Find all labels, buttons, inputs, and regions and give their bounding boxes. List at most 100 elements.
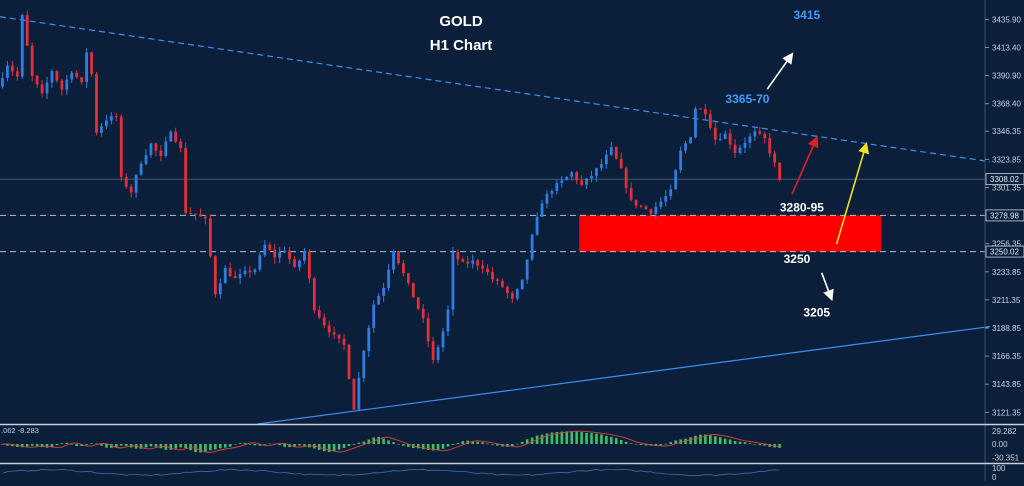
candle [377, 293, 381, 305]
candle [402, 259, 405, 277]
candle [288, 247, 291, 264]
candle-body [377, 295, 381, 305]
histogram-bar [169, 444, 173, 450]
oscillator-label: .062 -8.283 [1, 426, 39, 435]
histogram-bar [674, 440, 677, 444]
candle [436, 344, 440, 364]
candle-body [505, 286, 509, 294]
candle-body [100, 126, 103, 133]
candle [461, 257, 465, 263]
candle [134, 174, 138, 198]
candle [540, 199, 544, 217]
candle-body [694, 108, 697, 138]
candle-body [303, 251, 306, 261]
candle-body [322, 317, 326, 326]
candle-body [644, 206, 648, 210]
candle-body [357, 377, 361, 410]
candle-body [70, 72, 74, 80]
support-trendline [257, 325, 991, 425]
candle-body [253, 269, 257, 273]
candle-body [713, 127, 717, 140]
candle-body [451, 252, 455, 310]
candle-body [703, 109, 707, 115]
candle [169, 130, 173, 142]
candle-body [595, 168, 598, 176]
histogram-bar [684, 438, 687, 444]
candle-body [134, 174, 138, 193]
histogram-bar [278, 444, 281, 446]
histogram-bar [377, 436, 380, 444]
histogram-bar [491, 444, 494, 445]
histogram-bar [357, 442, 361, 444]
candle [268, 242, 272, 252]
histogram-bar [95, 443, 98, 445]
candle-body [60, 80, 64, 90]
chart-subtitle: H1 Chart [430, 37, 493, 54]
candle [298, 259, 301, 272]
candle [1, 72, 4, 89]
candle-body [609, 147, 613, 155]
candle-body [337, 334, 341, 339]
candle-body [258, 255, 262, 270]
candle-body [728, 133, 732, 145]
candle [392, 249, 395, 274]
y-tick-label: 3346.35 [992, 127, 1021, 136]
candle [35, 75, 39, 88]
candle-body [664, 196, 668, 202]
candle [15, 67, 19, 81]
candle [451, 246, 455, 316]
candle [10, 60, 14, 77]
histogram-bar [723, 438, 727, 444]
candle-body [708, 114, 712, 128]
candle-body [159, 150, 163, 156]
candle-body [307, 251, 311, 279]
y-tick-label: 3143.85 [992, 380, 1021, 389]
candle [684, 140, 687, 154]
histogram-bar [30, 444, 34, 446]
candle-body [149, 143, 153, 156]
histogram-bar [585, 432, 588, 444]
candle [129, 184, 133, 198]
candle-body [164, 141, 168, 156]
price-box-3250-02: 3250.02 [985, 245, 1024, 258]
oscillator-tick-label: 29.282 [992, 427, 1017, 436]
candle-body [733, 144, 737, 153]
y-tick-label: 3301.35 [992, 183, 1021, 192]
candle [560, 175, 564, 188]
candle [387, 263, 390, 292]
candle [293, 256, 296, 269]
candle-body [515, 289, 519, 299]
candle [258, 251, 262, 272]
resistance-trendline [0, 16, 991, 163]
histogram-bar [738, 441, 742, 444]
candle-body [491, 272, 494, 280]
candle-body [85, 52, 89, 83]
price-box-bg [985, 245, 1024, 258]
histogram-bar [699, 434, 702, 444]
histogram-bar [179, 444, 182, 448]
candle-body [382, 287, 386, 296]
candle [619, 152, 623, 169]
candle-body [10, 65, 14, 72]
candle [40, 80, 44, 98]
annotation-3415: 3415 [793, 8, 820, 22]
candle-body [40, 84, 44, 94]
candle [703, 103, 707, 120]
candle-body [421, 308, 425, 319]
candle-body [1, 77, 4, 87]
histogram-bar [575, 431, 578, 444]
candle [65, 74, 69, 96]
histogram-bar [466, 440, 470, 444]
candle-body [317, 310, 321, 318]
histogram-bar [243, 442, 247, 444]
candle-body [392, 250, 395, 270]
candle-body [204, 216, 207, 219]
candle-body [535, 216, 539, 235]
candle-body [95, 74, 98, 133]
histogram-bar [689, 437, 692, 444]
candle [144, 148, 148, 166]
histogram-bar [317, 444, 321, 450]
candle-body [545, 193, 549, 204]
projection-arrow-4 [820, 272, 834, 302]
histogram-bar [65, 442, 69, 444]
